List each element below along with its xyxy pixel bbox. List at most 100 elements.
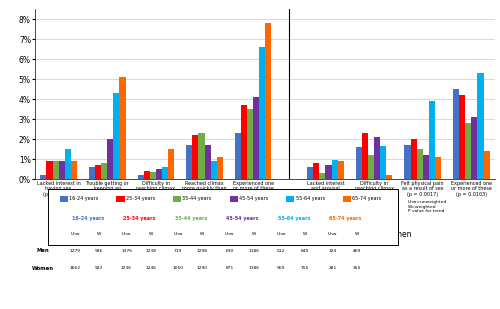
Text: 569: 569: [277, 266, 285, 270]
Bar: [101, 163, 107, 179]
Text: W: W: [200, 232, 204, 235]
Bar: [478, 73, 484, 179]
Text: 55-64 years: 55-64 years: [296, 197, 325, 201]
Bar: [64, 149, 71, 179]
Bar: [286, 196, 294, 202]
Bar: [52, 161, 59, 179]
Text: 923: 923: [95, 266, 104, 270]
Text: Unw: Unw: [122, 232, 132, 235]
Bar: [429, 101, 435, 179]
Bar: [95, 165, 101, 179]
Text: Unw: Unw: [225, 232, 234, 235]
Text: 65-74 years: 65-74 years: [352, 197, 382, 201]
Bar: [235, 133, 241, 179]
Bar: [404, 145, 410, 179]
Text: 1238: 1238: [146, 249, 156, 253]
Bar: [138, 175, 144, 179]
Text: 936: 936: [95, 249, 104, 253]
Text: Unw=unweighted
W=weighted
P value for trend: Unw=unweighted W=weighted P value for tr…: [408, 200, 447, 214]
Text: W: W: [252, 232, 256, 235]
Text: 16-24 years: 16-24 years: [72, 216, 104, 221]
Text: 1298: 1298: [197, 249, 208, 253]
Bar: [204, 145, 210, 179]
Bar: [326, 165, 332, 179]
Bar: [114, 93, 119, 179]
Bar: [466, 123, 471, 179]
Bar: [410, 139, 416, 179]
Text: 849: 849: [301, 249, 310, 253]
Bar: [368, 155, 374, 179]
Bar: [60, 196, 68, 202]
Bar: [216, 157, 223, 179]
Text: 630: 630: [226, 249, 234, 253]
Text: Men: Men: [36, 248, 49, 253]
Bar: [459, 95, 466, 179]
Bar: [173, 196, 181, 202]
Text: Women: Women: [384, 230, 412, 239]
Bar: [144, 171, 150, 179]
Text: 755: 755: [301, 266, 310, 270]
Text: W: W: [97, 232, 102, 235]
Text: 55-64 years: 55-64 years: [278, 216, 310, 221]
Bar: [484, 151, 490, 179]
Text: 1376: 1376: [121, 249, 132, 253]
Text: 25-34 years: 25-34 years: [124, 216, 156, 221]
Text: Unw: Unw: [328, 232, 338, 235]
Bar: [320, 173, 326, 179]
Bar: [362, 133, 368, 179]
Bar: [453, 89, 459, 179]
Text: 16-24 years: 16-24 years: [70, 197, 98, 201]
Bar: [192, 135, 198, 179]
Text: 1186: 1186: [248, 266, 260, 270]
Text: 469: 469: [352, 249, 361, 253]
Text: Unw: Unw: [276, 232, 286, 235]
Bar: [380, 146, 386, 179]
Bar: [472, 117, 478, 179]
Text: 65-74 years: 65-74 years: [330, 216, 362, 221]
Bar: [260, 47, 266, 179]
Bar: [247, 109, 253, 179]
Text: 1050: 1050: [172, 266, 184, 270]
Bar: [198, 133, 204, 179]
Bar: [150, 172, 156, 179]
Bar: [422, 155, 429, 179]
Bar: [266, 23, 272, 179]
Bar: [162, 167, 168, 179]
Text: 1279: 1279: [70, 249, 80, 253]
Bar: [89, 167, 95, 179]
Text: W: W: [354, 232, 359, 235]
Bar: [71, 161, 77, 179]
Bar: [108, 139, 114, 179]
Text: Unw: Unw: [70, 232, 80, 235]
Text: 324: 324: [328, 249, 336, 253]
Bar: [46, 161, 52, 179]
Text: 871: 871: [226, 266, 234, 270]
Text: 1186: 1186: [248, 249, 260, 253]
Bar: [58, 161, 64, 179]
Bar: [168, 149, 174, 179]
Text: 45-54 years: 45-54 years: [226, 216, 258, 221]
Text: 1290: 1290: [197, 266, 208, 270]
Bar: [356, 147, 362, 179]
Bar: [307, 167, 314, 179]
Text: W: W: [148, 232, 153, 235]
Bar: [386, 175, 392, 179]
Text: 35-44 years: 35-44 years: [175, 216, 207, 221]
Bar: [241, 105, 247, 179]
Text: Women: Women: [32, 266, 54, 271]
Bar: [416, 149, 422, 179]
Bar: [48, 189, 398, 245]
Bar: [374, 137, 380, 179]
Bar: [314, 163, 320, 179]
Bar: [253, 97, 260, 179]
Bar: [156, 169, 162, 179]
Bar: [342, 196, 350, 202]
Bar: [116, 196, 124, 202]
Text: 2236: 2236: [121, 266, 132, 270]
Bar: [40, 175, 46, 179]
Text: Men: Men: [148, 230, 164, 239]
Bar: [120, 77, 126, 179]
Text: 1246: 1246: [146, 266, 156, 270]
Text: 35-44 years: 35-44 years: [182, 197, 212, 201]
Bar: [210, 161, 216, 179]
